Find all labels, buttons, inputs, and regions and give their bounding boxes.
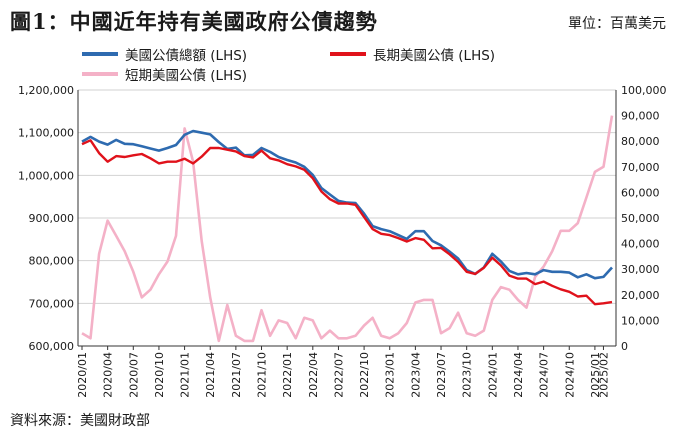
legend-item-long: 長期美國公債 (LHS) xyxy=(330,44,495,64)
legend-item-total: 美國公債總額 (LHS) xyxy=(82,44,247,64)
left-axis-tick-label: 1,200,000 xyxy=(18,84,74,97)
x-axis-tick-label: 2020/04 xyxy=(102,352,115,398)
legend-label-short: 短期美國公債 (LHS) xyxy=(125,68,248,84)
x-axis-tick-label: 2022/07 xyxy=(332,352,345,398)
left-axis-tick-label: 1,100,000 xyxy=(18,127,74,140)
x-axis-tick-label: 2025/01 xyxy=(589,352,602,398)
legend-swatch-short xyxy=(82,72,118,76)
x-axis-tick-label: 2021/04 xyxy=(204,352,217,398)
right-axis-tick-label: 10,000 xyxy=(621,314,660,327)
x-axis-tick-label: 2024/07 xyxy=(538,352,551,398)
x-axis-tick-label: 2024/10 xyxy=(563,352,576,398)
x-axis-tick-label: 2022/04 xyxy=(307,352,320,398)
legend-label-long: 長期美國公債 (LHS) xyxy=(373,48,496,64)
x-axis-tick-label: 2025/02 xyxy=(597,352,610,398)
x-axis-tick-label: 2021/01 xyxy=(179,352,192,398)
legend-swatch-total xyxy=(82,52,118,56)
right-axis-tick-label: 90,000 xyxy=(621,110,660,123)
right-axis-tick-label: 40,000 xyxy=(621,238,660,251)
right-axis-tick-label: 20,000 xyxy=(621,289,660,302)
x-axis-tick-label: 2022/10 xyxy=(358,352,371,398)
right-axis-tick-label: 60,000 xyxy=(621,186,660,199)
right-axis-tick-label: 70,000 xyxy=(621,161,660,174)
unit-label: 單位：百萬美元 xyxy=(568,16,666,32)
x-axis-tick-label: 2024/01 xyxy=(486,352,499,398)
right-axis-tick-label: 0 xyxy=(621,340,628,353)
x-axis-tick-label: 2023/04 xyxy=(409,352,422,398)
left-axis-tick-label: 700,000 xyxy=(29,297,75,310)
right-axis-tick-label: 80,000 xyxy=(621,135,660,148)
legend-item-short: 短期美國公債 (LHS) xyxy=(82,64,247,84)
right-axis-tick-label: 50,000 xyxy=(621,212,660,225)
source-note: 資料來源：美國財政部 xyxy=(10,413,150,429)
legend-swatch-long xyxy=(330,52,366,56)
x-axis-tick-label: 2021/07 xyxy=(230,352,243,398)
x-axis-tick-label: 2023/07 xyxy=(435,352,448,398)
series-line-long xyxy=(81,139,613,306)
chart-title: 圖1：中國近年持有美國政府公債趨勢 xyxy=(10,9,378,34)
x-axis-tick-label: 2021/10 xyxy=(256,352,269,398)
x-axis-tick-label: 2023/01 xyxy=(384,352,397,398)
legend-label-total: 美國公債總額 (LHS) xyxy=(125,48,248,64)
series-line-short xyxy=(81,115,614,343)
x-axis-tick-label: 2023/10 xyxy=(461,352,474,398)
x-axis-tick-label: 2020/10 xyxy=(153,352,166,398)
x-axis-tick-label: 2020/01 xyxy=(76,352,89,398)
right-axis-tick-label: 100,000 xyxy=(621,84,667,97)
left-axis-tick-label: 600,000 xyxy=(29,340,75,353)
left-axis-tick-label: 900,000 xyxy=(29,212,75,225)
left-axis-tick-label: 800,000 xyxy=(29,255,75,268)
right-axis-tick-label: 30,000 xyxy=(621,263,660,276)
x-axis-tick-label: 2020/07 xyxy=(127,352,140,398)
left-axis-tick-label: 1,000,000 xyxy=(18,169,74,182)
x-axis-tick-label: 2022/01 xyxy=(281,352,294,398)
x-axis-tick-label: 2024/04 xyxy=(512,352,525,398)
